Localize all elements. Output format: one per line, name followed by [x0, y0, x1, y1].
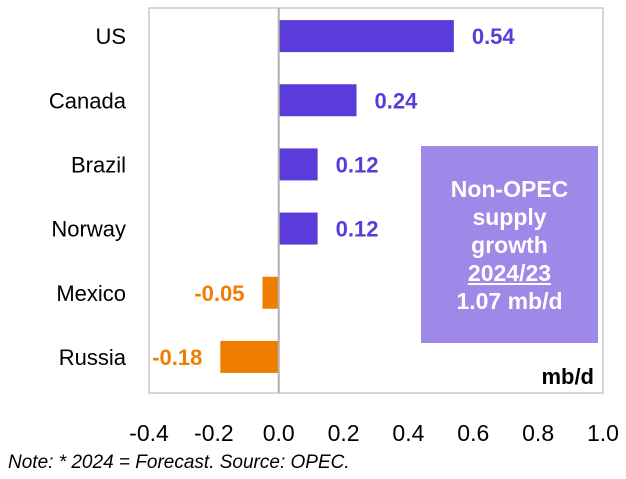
- x-tick-label: -0.2: [194, 420, 234, 446]
- x-tick-label: 1.0: [587, 420, 619, 446]
- category-label: Canada: [49, 88, 127, 113]
- x-tick-label: 0.4: [392, 420, 424, 446]
- data-label: 0.12: [336, 217, 379, 242]
- bar-us: [278, 20, 454, 53]
- data-label: -0.05: [194, 281, 244, 306]
- x-tick-label: -0.4: [129, 420, 169, 446]
- category-label: Russia: [59, 345, 127, 370]
- data-label: 0.12: [336, 152, 379, 177]
- category-label: Norway: [51, 217, 126, 242]
- data-label: -0.18: [152, 345, 202, 370]
- bar-canada: [278, 84, 357, 117]
- x-tick-label: 0.2: [328, 420, 360, 446]
- annotation-line: growth: [471, 231, 548, 258]
- plot-frame: [148, 7, 604, 394]
- annotation-period: 2024/23: [467, 259, 552, 286]
- bar-brazil: [278, 148, 318, 181]
- category-label: Mexico: [56, 281, 126, 306]
- source-note: Note: * 2024 = Forecast. Source: OPEC.: [8, 452, 350, 473]
- category-label: US: [95, 24, 126, 49]
- annotation-total: 1.07 mb/d: [456, 287, 563, 314]
- bar-russia: [220, 340, 279, 373]
- category-label: Brazil: [71, 152, 126, 177]
- unit-label: mb/d: [541, 364, 594, 389]
- x-tick-label: 0.0: [263, 420, 295, 446]
- annotation-line: Non-OPEC: [450, 175, 569, 202]
- x-tick-label: 0.6: [457, 420, 489, 446]
- data-label: 0.24: [375, 88, 419, 113]
- data-label: 0.54: [472, 24, 516, 49]
- x-tick-label: 0.8: [522, 420, 554, 446]
- annotation-box: Non-OPEC supply growth 2024/23 1.07 mb/d: [421, 146, 598, 343]
- bar-norway: [278, 212, 318, 245]
- annotation-line: supply: [472, 203, 547, 230]
- bar-mexico: [262, 276, 279, 309]
